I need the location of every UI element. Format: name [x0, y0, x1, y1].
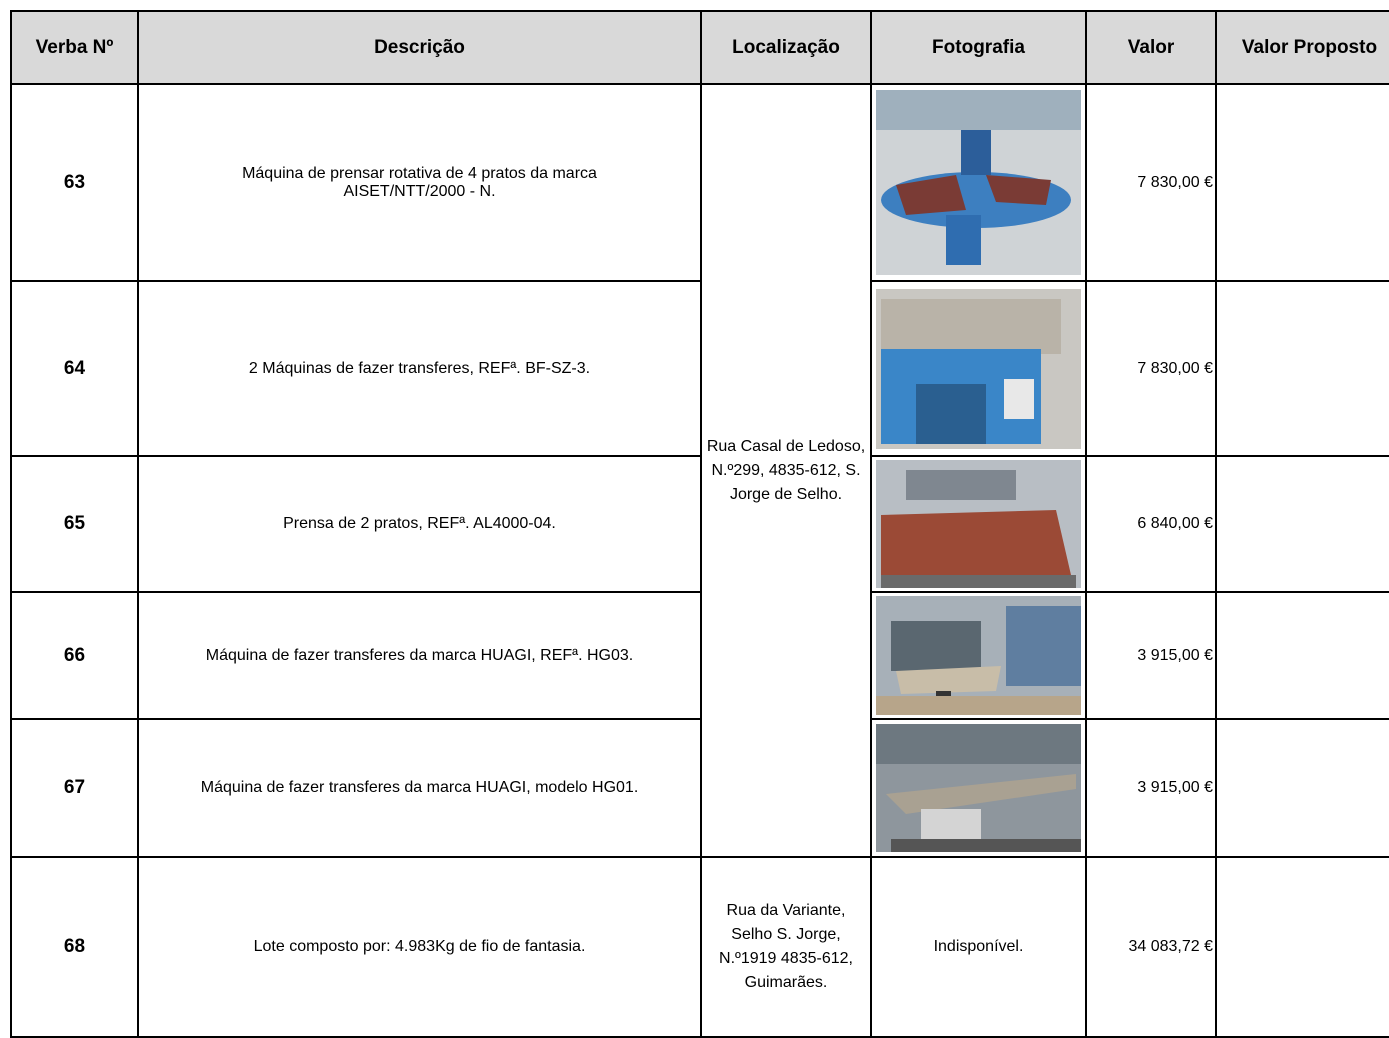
row: 65 Prensa de 2 pratos, REFª. AL4000-04. …: [10, 455, 1389, 593]
verba: 65: [10, 455, 139, 593]
header-cell: Valor Proposto: [1215, 10, 1389, 85]
value: 34 083,72 €: [1085, 856, 1217, 1038]
photo: [876, 460, 1081, 588]
photo: [876, 724, 1081, 852]
location: Rua da Variante, Selho S. Jorge, N.º1919…: [700, 856, 872, 1038]
row: 68 Lote composto por: 4.983Kg de fio de …: [10, 856, 1389, 1038]
proposed-value: [1215, 83, 1389, 282]
header-cell: Fotografia: [870, 10, 1087, 85]
proposed-value: [1215, 455, 1389, 593]
value: 7 830,00 €: [1085, 280, 1217, 457]
value: 3 915,00 €: [1085, 591, 1217, 720]
row: 63 Máquina de prensar rotativa de 4 prat…: [10, 83, 1389, 858]
value: 7 830,00 €: [1085, 83, 1217, 282]
photo: [876, 288, 1081, 449]
description: 2 Máquinas de fazer transferes, REFª. BF…: [137, 280, 702, 457]
photo-cell: [870, 280, 1087, 457]
photo-cell: [870, 591, 1087, 720]
inventory-table: Verba Nº Descrição Localização Fotografi…: [10, 10, 1389, 1038]
photo: [876, 90, 1081, 275]
proposed-value: [1215, 280, 1389, 457]
value: 6 840,00 €: [1085, 455, 1217, 593]
header-row: Verba Nº Descrição Localização Fotografi…: [10, 10, 1389, 85]
photo-cell: [870, 83, 1087, 282]
proposed-value: [1215, 718, 1389, 858]
description: Lote composto por: 4.983Kg de fio de fan…: [137, 856, 702, 1038]
value: 3 915,00 €: [1085, 718, 1217, 858]
description: Máquina de prensar rotativa de 4 pratos …: [137, 83, 702, 282]
photo-cell: Indisponível.: [870, 856, 1087, 1038]
header-cell: Verba Nº: [10, 10, 139, 85]
photo: [876, 596, 1081, 715]
location: Rua Casal de Ledoso, N.º299, 4835-612, S…: [700, 83, 872, 858]
row: 64 2 Máquinas de fazer transferes, REFª.…: [10, 280, 1389, 457]
description: Máquina de fazer transferes da marca HUA…: [137, 591, 702, 720]
description: Máquina de fazer transferes da marca HUA…: [137, 718, 702, 858]
row: 66 Máquina de fazer transferes da marca …: [10, 591, 1389, 720]
description: Prensa de 2 pratos, REFª. AL4000-04.: [137, 455, 702, 593]
description-text: Máquina de prensar rotativa de 4 pratos …: [242, 164, 597, 200]
verba: 68: [10, 856, 139, 1038]
header-cell: Localização: [700, 10, 872, 85]
verba: 63: [10, 83, 139, 282]
row: 67 Máquina de fazer transferes da marca …: [10, 718, 1389, 858]
proposed-value: [1215, 591, 1389, 720]
verba: 66: [10, 591, 139, 720]
photo-cell: [870, 455, 1087, 593]
header-cell: Valor: [1085, 10, 1217, 85]
verba: 64: [10, 280, 139, 457]
verba: 67: [10, 718, 139, 858]
photo-cell: [870, 718, 1087, 858]
proposed-value: [1215, 856, 1389, 1038]
location-text: Rua da Variante, Selho S. Jorge, N.º1919…: [719, 902, 853, 991]
header-cell: Descrição: [137, 10, 702, 85]
